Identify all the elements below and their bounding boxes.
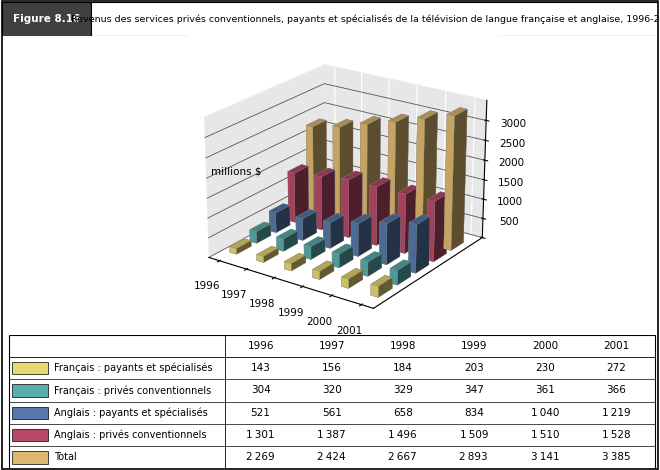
Text: 1 496: 1 496 [388, 430, 417, 440]
Text: 1 219: 1 219 [602, 408, 630, 418]
Text: Total: Total [55, 453, 77, 462]
Text: 347: 347 [464, 385, 484, 395]
Bar [12, 429, 48, 441]
Text: 1 528: 1 528 [602, 430, 630, 440]
Text: 1 387: 1 387 [317, 430, 346, 440]
Text: 658: 658 [393, 408, 412, 418]
Text: 361: 361 [535, 385, 555, 395]
Text: 2 667: 2 667 [388, 453, 417, 462]
Text: 1997: 1997 [318, 341, 345, 351]
Text: 2 893: 2 893 [459, 453, 488, 462]
Text: 203: 203 [464, 363, 484, 373]
Bar [12, 407, 48, 419]
Text: 366: 366 [606, 385, 626, 395]
Text: 272: 272 [606, 363, 626, 373]
Bar [2, 2, 90, 36]
Text: 561: 561 [321, 408, 342, 418]
Text: Anglais : privés conventionnels: Anglais : privés conventionnels [55, 430, 207, 440]
Text: 304: 304 [251, 385, 271, 395]
Text: 1 509: 1 509 [459, 430, 488, 440]
Bar [12, 384, 48, 397]
Text: Revenus des services privés conventionnels, payants et spécialisés de la télévis: Revenus des services privés conventionne… [71, 15, 660, 24]
Text: 156: 156 [321, 363, 342, 373]
Text: Français : privés conventionnels: Français : privés conventionnels [55, 385, 212, 396]
Text: 184: 184 [393, 363, 412, 373]
Text: 2000: 2000 [532, 341, 558, 351]
Text: 3 141: 3 141 [531, 453, 559, 462]
Text: 2 269: 2 269 [246, 453, 275, 462]
Text: 1996: 1996 [248, 341, 274, 351]
Text: 320: 320 [322, 385, 341, 395]
Text: 1 040: 1 040 [531, 408, 559, 418]
Bar [12, 362, 48, 374]
Text: 834: 834 [464, 408, 484, 418]
Text: 1 510: 1 510 [531, 430, 559, 440]
Text: Anglais : payants et spécialisés: Anglais : payants et spécialisés [55, 407, 208, 418]
Text: 230: 230 [535, 363, 554, 373]
Text: 3 385: 3 385 [602, 453, 630, 462]
Text: Figure 8.16: Figure 8.16 [13, 14, 80, 24]
Text: 1999: 1999 [461, 341, 487, 351]
Text: 2001: 2001 [603, 341, 629, 351]
Text: 329: 329 [393, 385, 412, 395]
Bar [12, 451, 48, 463]
Text: 1 301: 1 301 [246, 430, 275, 440]
Bar [90, 2, 658, 36]
Text: Français : payants et spécialisés: Français : payants et spécialisés [55, 363, 213, 373]
Text: 521: 521 [251, 408, 271, 418]
Text: 1998: 1998 [389, 341, 416, 351]
Text: 2 424: 2 424 [317, 453, 346, 462]
Text: 143: 143 [251, 363, 271, 373]
